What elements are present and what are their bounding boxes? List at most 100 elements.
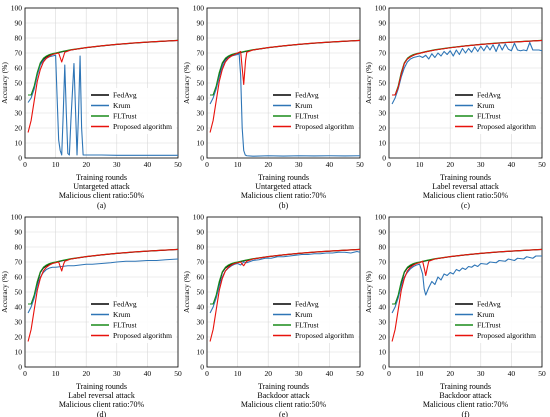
series-line-fltrust <box>28 248 179 305</box>
series-line-proposed-algorithm <box>392 39 543 96</box>
panel-label: (c) <box>461 201 470 210</box>
y-tick-label: 40 <box>197 94 205 103</box>
legend-entry: Krum <box>477 310 495 319</box>
y-tick-label: 70 <box>15 49 23 58</box>
chart-panel-f: 0 10 20 30 40 50 0 10 20 30 40 50 60 70 80 90 100 Accurac… <box>364 213 546 417</box>
legend-entry: Krum <box>295 310 313 319</box>
legend-entry: FLTrust <box>295 321 320 330</box>
y-tick-label: 0 <box>18 363 22 372</box>
y-tick-label: 20 <box>15 333 23 342</box>
x-tick-label: 10 <box>52 369 60 378</box>
panel-label: (e) <box>279 410 288 417</box>
y-tick-label: 50 <box>197 79 205 88</box>
y-tick-label: 0 <box>18 154 22 163</box>
y-tick-label: 100 <box>375 213 387 222</box>
series-line-krum <box>27 54 178 156</box>
panel-subtitle: Malicious client ratio:50% <box>59 191 145 200</box>
x-tick-label: 40 <box>144 369 152 378</box>
plot-frame <box>24 216 179 368</box>
y-tick-label: 90 <box>379 19 387 28</box>
x-tick-label: 40 <box>326 160 334 169</box>
series-line-krum <box>391 41 543 105</box>
x-tick-label: 0 <box>23 369 27 378</box>
gridlines <box>206 7 361 159</box>
y-tick-label: 20 <box>197 124 205 133</box>
y-tick-label: 80 <box>379 243 387 252</box>
x-tick-label: 40 <box>508 369 516 378</box>
plot-frame <box>24 7 179 159</box>
x-axis-label: Training rounds <box>258 173 309 182</box>
y-tick-label: 80 <box>15 34 23 43</box>
y-tick-label: 10 <box>197 139 205 148</box>
legend-entry: FLTrust <box>477 321 502 330</box>
x-tick-label: 20 <box>446 369 454 378</box>
y-tick-label: 50 <box>379 288 387 297</box>
series-lines <box>391 39 543 105</box>
x-tick-label: 50 <box>174 160 182 169</box>
y-axis-label: Accuracy (%) <box>364 62 373 104</box>
y-tick-label: 90 <box>15 19 23 28</box>
legend-entry: FedAvg <box>113 300 137 309</box>
y-tick-label: 30 <box>379 109 387 118</box>
y-axis-label: Accuracy (%) <box>0 62 9 104</box>
y-tick-label: 50 <box>15 79 23 88</box>
x-tick-label: 30 <box>295 160 303 169</box>
x-tick-label: 20 <box>82 369 90 378</box>
series-lines <box>27 248 179 342</box>
y-tick-label: 10 <box>379 348 387 357</box>
y-tick-label: 50 <box>197 288 205 297</box>
x-tick-label: 50 <box>538 160 546 169</box>
y-tick-label: 0 <box>200 363 204 372</box>
legend-entry: FLTrust <box>113 112 138 121</box>
legend-entry: Krum <box>477 101 495 110</box>
panel-subtitle: Label reversal attack <box>68 391 135 400</box>
x-tick-label: 10 <box>416 160 424 169</box>
x-tick-label: 30 <box>113 369 121 378</box>
x-tick-label: 0 <box>23 160 27 169</box>
y-tick-label: 60 <box>379 64 387 73</box>
y-tick-label: 90 <box>197 228 205 237</box>
series-lines <box>27 39 179 156</box>
legend-entry: FedAvg <box>113 91 137 100</box>
legend-entry: Krum <box>295 101 313 110</box>
y-axis-label: Accuracy (%) <box>364 271 373 313</box>
y-tick-label: 0 <box>200 154 204 163</box>
series-line-proposed-algorithm <box>27 248 179 342</box>
y-tick-label: 30 <box>197 318 205 327</box>
y-tick-label: 10 <box>379 139 387 148</box>
x-tick-label: 40 <box>508 160 516 169</box>
x-axis-label: Training rounds <box>440 173 491 182</box>
x-tick-label: 50 <box>538 369 546 378</box>
panel-subtitle: Malicious client ratio:70% <box>241 191 327 200</box>
series-line-fltrust <box>28 39 179 96</box>
chart-panel-d: 0 10 20 30 40 50 0 10 20 30 40 50 60 70 80 90 100 Accurac… <box>0 213 182 417</box>
x-tick-label: 40 <box>326 369 334 378</box>
panel-label: (a) <box>97 201 106 210</box>
panel-label: (f) <box>462 410 470 417</box>
gridlines <box>24 216 179 368</box>
x-tick-label: 40 <box>144 160 152 169</box>
chart-panel-a: 0 10 20 30 40 50 0 10 20 30 40 50 60 70 80 90 100 Accurac… <box>0 4 182 210</box>
panel-label: (b) <box>279 201 289 210</box>
y-tick-label: 70 <box>197 258 205 267</box>
x-tick-label: 30 <box>295 369 303 378</box>
x-tick-label: 10 <box>234 160 242 169</box>
legend-entry: Proposed algorithm <box>295 331 354 340</box>
panel-subtitle: Untargeted attack <box>255 182 312 191</box>
y-tick-label: 60 <box>197 273 205 282</box>
x-tick-label: 0 <box>205 369 209 378</box>
y-tick-label: 50 <box>15 288 23 297</box>
legend-entry: Proposed algorithm <box>295 122 354 131</box>
y-tick-label: 10 <box>15 139 23 148</box>
y-tick-label: 0 <box>382 363 386 372</box>
y-tick-label: 10 <box>15 348 23 357</box>
plot-frame <box>388 7 543 159</box>
legend-entry: FedAvg <box>295 91 319 100</box>
x-axis-label: Training rounds <box>76 173 127 182</box>
x-axis-label: Training rounds <box>258 382 309 391</box>
legend-entry: Proposed algorithm <box>477 122 536 131</box>
y-tick-label: 50 <box>379 79 387 88</box>
panel-subtitle: Untargeted attack <box>73 182 130 191</box>
